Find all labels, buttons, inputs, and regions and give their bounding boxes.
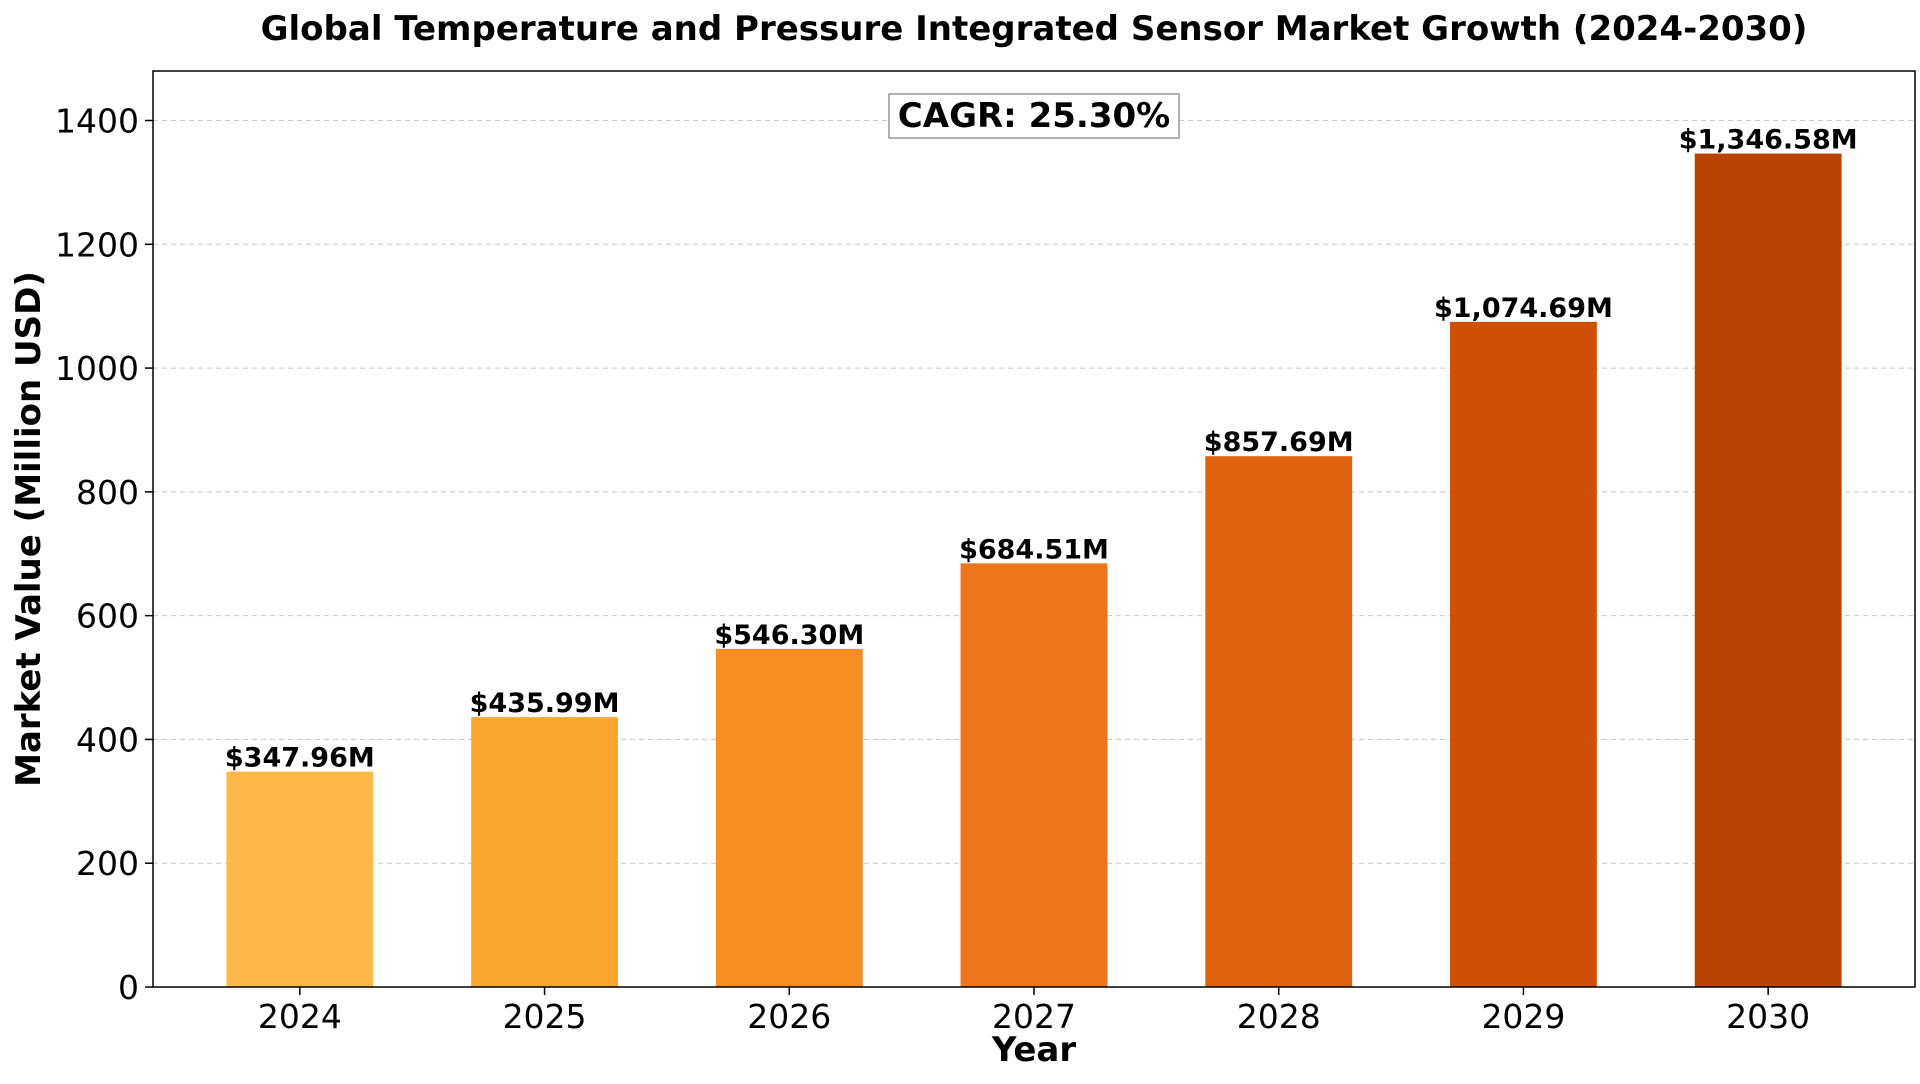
x-axis-label: Year <box>991 1030 1077 1070</box>
data-labels: $347.96M $435.99M $546.30M $684.51M $857.69M… <box>225 125 1858 774</box>
bar-2030 <box>1694 153 1842 987</box>
cagr-annotation: CAGR: 25.30% <box>888 93 1180 139</box>
y-tick-label: 1000 <box>55 349 139 388</box>
data-label: $546.30M <box>714 620 864 651</box>
x-axis-ticks: 2024 2025 2026 2027 2028 2029 2030 <box>258 987 1810 1036</box>
x-tick-label: 2026 <box>747 997 831 1036</box>
cagr-annotation-text: CAGR: 25.30% <box>898 96 1170 136</box>
bar-2024 <box>226 771 374 987</box>
chart-title: Global Temperature and Pressure Integrat… <box>261 9 1808 49</box>
y-axis-ticks: 0 200 400 600 800 1000 1200 1400 <box>55 102 153 1007</box>
bar-2026 <box>715 648 863 987</box>
bar-2028 <box>1205 456 1353 987</box>
bar-2029 <box>1450 321 1597 988</box>
y-tick-label: 800 <box>76 473 139 512</box>
data-label: $1,346.58M <box>1679 125 1858 156</box>
y-tick-label: 1400 <box>55 102 139 141</box>
x-tick-label: 2027 <box>992 997 1076 1036</box>
data-label: $347.96M <box>225 743 375 774</box>
y-tick-label: 200 <box>76 844 139 883</box>
data-label: $435.99M <box>470 688 620 719</box>
x-tick-label: 2025 <box>503 997 587 1036</box>
y-axis-label: Market Value (Million USD) <box>9 271 49 787</box>
y-tick-label: 400 <box>76 720 139 759</box>
y-tick-label: 600 <box>76 597 139 636</box>
data-label: $857.69M <box>1204 427 1354 458</box>
x-tick-label: 2029 <box>1481 997 1565 1036</box>
y-tick-label: 1200 <box>55 225 139 264</box>
bar-2025 <box>471 717 618 987</box>
data-label: $1,074.69M <box>1434 293 1613 324</box>
x-tick-label: 2028 <box>1237 997 1321 1036</box>
y-tick-label: 0 <box>118 968 139 1007</box>
bars <box>226 153 1842 988</box>
bar-2027 <box>960 563 1108 987</box>
x-tick-label: 2030 <box>1726 997 1810 1036</box>
x-tick-label: 2024 <box>258 997 342 1036</box>
cagr-annotation-box <box>888 93 1180 139</box>
data-label: $684.51M <box>959 534 1109 565</box>
